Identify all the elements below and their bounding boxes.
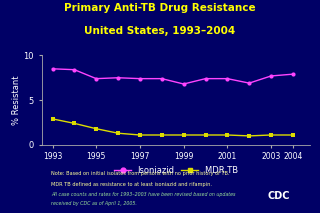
Text: United States, 1993–2004: United States, 1993–2004 [84,26,236,36]
Text: MDR TB defined as resistance to at least isoniazid and rifampin.: MDR TB defined as resistance to at least… [51,182,212,187]
Text: Primary Anti-TB Drug Resistance: Primary Anti-TB Drug Resistance [64,3,256,13]
Text: CDC: CDC [267,191,290,201]
Text: received by CDC as of April 1, 2005.: received by CDC as of April 1, 2005. [51,201,137,206]
Text: Note: Based on initial isolates from persons with no prior history of TB.: Note: Based on initial isolates from per… [51,171,230,176]
Y-axis label: % Resistant: % Resistant [12,75,21,125]
Text: All case counts and rates for 1993–2003 have been revised based on updates: All case counts and rates for 1993–2003 … [51,192,236,197]
Legend: Isoniazid, MDR TB: Isoniazid, MDR TB [111,163,241,178]
